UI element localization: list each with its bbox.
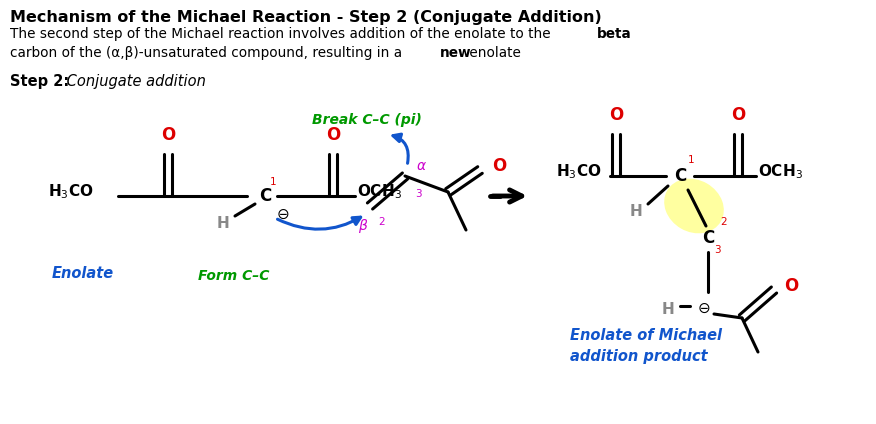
Text: O: O [492, 157, 506, 175]
Text: enolate: enolate [465, 46, 521, 60]
Text: H$_3$CO: H$_3$CO [48, 183, 94, 201]
Text: O: O [609, 106, 623, 124]
Ellipse shape [664, 179, 724, 233]
Text: Mechanism of the Michael Reaction - Step 2 (Conjugate Addition): Mechanism of the Michael Reaction - Step… [10, 10, 602, 25]
Text: beta: beta [597, 27, 632, 41]
FancyArrowPatch shape [393, 134, 408, 163]
FancyArrowPatch shape [278, 217, 361, 229]
Text: H: H [216, 217, 230, 232]
Text: H: H [661, 302, 675, 318]
Text: C: C [259, 187, 272, 205]
Text: addition product: addition product [570, 349, 708, 363]
Text: O: O [326, 126, 340, 144]
Text: 3: 3 [415, 189, 421, 199]
Text: H: H [630, 204, 642, 220]
Text: new: new [440, 46, 471, 60]
Text: α: α [417, 159, 426, 173]
Text: Break C–C (pi): Break C–C (pi) [312, 113, 422, 127]
Text: β: β [357, 219, 366, 233]
Text: The second step of the Michael reaction involves addition of the enolate to the: The second step of the Michael reaction … [10, 27, 555, 41]
Text: Form C–C: Form C–C [198, 269, 270, 283]
Text: Enolate: Enolate [52, 267, 114, 282]
Text: OCH$_3$: OCH$_3$ [357, 183, 402, 201]
Text: Step 2:: Step 2: [10, 74, 69, 89]
Text: H$_3$CO: H$_3$CO [556, 163, 602, 181]
Text: O: O [161, 126, 175, 144]
Text: O: O [731, 106, 745, 124]
Text: Enolate of Michael: Enolate of Michael [570, 329, 722, 343]
Text: Conjugate addition: Conjugate addition [62, 74, 206, 89]
Text: 1: 1 [270, 177, 277, 187]
Text: OCH$_3$: OCH$_3$ [758, 163, 803, 181]
Text: O: O [784, 277, 798, 295]
Text: ⊖: ⊖ [697, 301, 710, 315]
Text: carbon of the (α,β)-unsaturated compound, resulting in a: carbon of the (α,β)-unsaturated compound… [10, 46, 406, 60]
Text: 1: 1 [688, 155, 695, 165]
Text: 3: 3 [714, 245, 721, 255]
Text: 2: 2 [720, 217, 726, 227]
Text: 2: 2 [378, 217, 385, 227]
Text: C: C [674, 167, 686, 185]
Text: ⊖: ⊖ [277, 206, 289, 221]
Text: C: C [702, 229, 714, 247]
